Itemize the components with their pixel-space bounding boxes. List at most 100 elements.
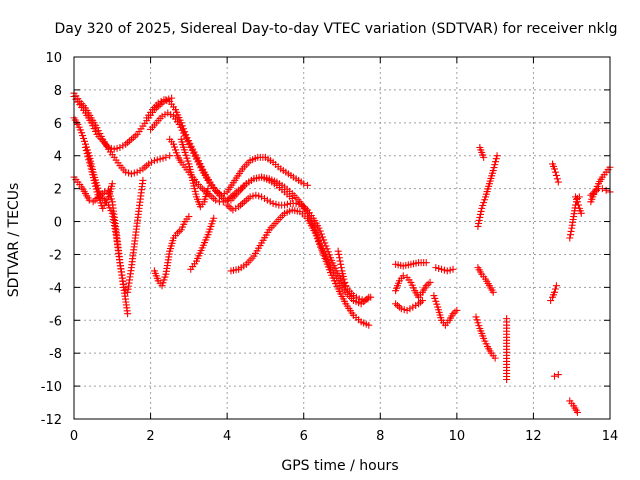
data-point (550, 165, 558, 173)
data-point (316, 227, 324, 235)
track-17 (392, 259, 430, 270)
track-28 (566, 397, 581, 416)
track-19 (432, 264, 457, 275)
x-tick-label: 6 (300, 429, 308, 444)
track-13 (223, 191, 375, 305)
data-point (300, 180, 308, 188)
data-point (552, 171, 560, 179)
data-point (491, 161, 499, 169)
data-point (85, 156, 93, 164)
data-point (566, 231, 574, 239)
x-tick-label: 14 (602, 429, 619, 444)
x-tick-label: 8 (376, 429, 384, 444)
data-point (493, 152, 501, 160)
data-point (552, 282, 560, 290)
data-point (475, 216, 483, 224)
data-point (81, 144, 89, 151)
track-3 (70, 114, 132, 318)
track-24 (503, 315, 511, 384)
x-tick-label: 0 (70, 429, 78, 444)
track-10 (150, 213, 193, 290)
data-point (476, 213, 484, 221)
data-point (82, 147, 90, 155)
y-tick-label: -12 (41, 413, 62, 428)
data-point (489, 167, 497, 175)
data-marks (70, 89, 614, 416)
data-point (185, 213, 193, 221)
grid (74, 57, 610, 419)
data-point (315, 224, 323, 232)
y-tick-label: -8 (49, 347, 62, 362)
track-18 (430, 292, 461, 329)
chart-title: Day 320 of 2025, Sidereal Day-to-day VTE… (55, 21, 618, 37)
data-point (567, 227, 575, 235)
data-point (491, 354, 499, 362)
x-tick-label: 12 (525, 429, 542, 444)
data-point (480, 153, 488, 161)
plot-frame (73, 56, 611, 420)
track-4 (70, 173, 147, 296)
x-axis-label: GPS time / hours (281, 458, 398, 474)
y-tick-label: -4 (49, 281, 62, 296)
data-point (554, 371, 562, 379)
track-12 (227, 206, 373, 329)
data-point (212, 196, 220, 204)
data-point (322, 242, 330, 250)
data-point (162, 153, 170, 161)
data-point (84, 153, 92, 161)
x-tick-label: 2 (146, 429, 154, 444)
data-point (108, 180, 116, 188)
y-axis-label: SDTVAR / TECUs (6, 183, 22, 298)
data-point (449, 265, 457, 273)
track-27 (550, 371, 562, 380)
data-point (422, 259, 430, 267)
track-21 (474, 264, 497, 296)
data-point (573, 408, 581, 416)
y-tick-label: 8 (54, 84, 62, 99)
data-point (577, 209, 585, 217)
data-point (124, 310, 132, 318)
y-tick-label: 6 (54, 117, 62, 132)
data-point (418, 297, 426, 305)
y-tick-label: -2 (49, 248, 62, 263)
track-30 (572, 193, 585, 217)
data-point (550, 372, 558, 380)
data-point (477, 207, 485, 215)
x-tick-label: 10 (449, 429, 466, 444)
data-point (210, 214, 218, 222)
data-point (489, 288, 497, 296)
data-point (320, 236, 328, 244)
track-29 (566, 193, 583, 242)
data-point (340, 275, 348, 283)
y-tick-label: 4 (54, 150, 62, 165)
data-point (337, 260, 345, 268)
track-14 (334, 247, 350, 290)
data-point (426, 278, 434, 286)
data-point (166, 152, 174, 160)
data-point (336, 257, 344, 265)
data-point (219, 198, 227, 206)
data-point (554, 178, 562, 186)
track-20 (472, 313, 499, 362)
y-tick-label: -10 (41, 380, 62, 395)
data-point (492, 158, 500, 166)
x-tick-label: 4 (223, 429, 231, 444)
track-16 (392, 297, 426, 314)
data-point (492, 155, 500, 163)
data-point (553, 175, 561, 183)
data-point (551, 168, 559, 176)
y-tick-label: 10 (45, 51, 62, 66)
data-point (550, 288, 558, 296)
tick-labels: 0 2 4 6 8 10 12 14 -12 -10 -8 -6 -4 -2 0 2 4 6 8 10 (41, 51, 619, 444)
data-point (304, 181, 312, 189)
data-point (323, 245, 331, 253)
track-11 (187, 214, 218, 273)
data-point (204, 185, 212, 193)
y-tick-label: 0 (54, 216, 62, 231)
data-point (337, 264, 345, 272)
data-point (86, 162, 94, 170)
data-point (474, 222, 482, 230)
data-point (503, 376, 511, 384)
axis-ticks (73, 56, 611, 420)
data-point (321, 239, 329, 247)
